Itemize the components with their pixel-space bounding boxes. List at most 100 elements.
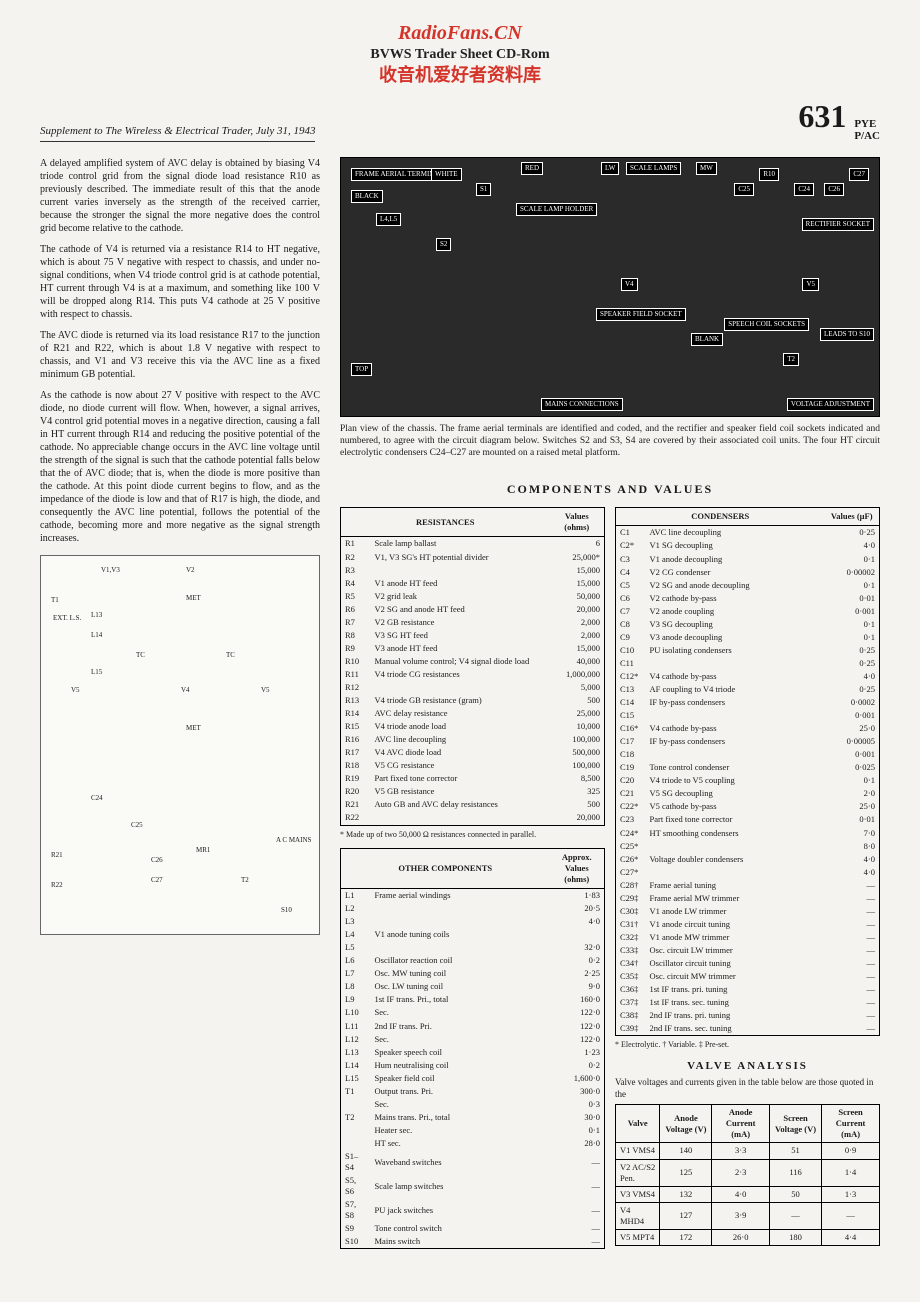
table-row: Sec.0·3 [341, 1098, 605, 1111]
watermark-site: RadioFans.CN [40, 20, 880, 46]
table-row: T1Output trans. Pri.300·0 [341, 1085, 605, 1098]
chassis-plan-view: FRAME AERIAL TERMINALS WHITE RED BLACK L… [340, 157, 880, 417]
table-row: R15V4 triode anode load10,000 [341, 720, 605, 733]
table-row: V4 MHD41273·9—— [616, 1202, 880, 1229]
table-row: R10Manual volume control; V4 signal diod… [341, 655, 605, 668]
table-row: C14IF by-pass condensers0·0002 [616, 696, 880, 709]
table-row: S1–S4Waveband switches— [341, 1150, 605, 1174]
table-row: R11V4 triode CG resistances1,000,000 [341, 668, 605, 681]
table-row: R13V4 triode GB resistance (gram)500 [341, 694, 605, 707]
condenser-legend: * Electrolytic. † Variable. ‡ Pre-set. [615, 1040, 880, 1050]
table-row: R16AVC line decoupling100,000 [341, 733, 605, 746]
table-row: R125,000 [341, 681, 605, 694]
table-row: L220·5 [341, 902, 605, 915]
table-row: C29‡Frame aerial MW trimmer— [616, 892, 880, 905]
table-row: R4V1 anode HT feed15,000 [341, 577, 605, 590]
table-row: C9V3 anode decoupling0·1 [616, 631, 880, 644]
table-row: R315,000 [341, 564, 605, 577]
table-row: C110·25 [616, 657, 880, 670]
table-row: R8V3 SG HT feed2,000 [341, 629, 605, 642]
table-row: L8Osc. LW tuning coil9·0 [341, 980, 605, 993]
table-row: C36‡1st IF trans. pri. tuning— [616, 983, 880, 996]
table-row: C31†V1 anode circuit tuning— [616, 918, 880, 931]
table-row: R2V1, V3 SG's HT potential divider25,000… [341, 551, 605, 564]
table-row: L1Frame aerial windings1·83 [341, 889, 605, 903]
circuit-diagram: V1,V3 V2 V4 V5 V5 L13 L14 L15 T1 EXT. L.… [40, 555, 320, 935]
resistances-table: RESISTANCESValues (ohms) R1Scale lamp ba… [340, 507, 605, 825]
other-components-table: OTHER COMPONENTSApprox. Values (ohms) L1… [340, 848, 605, 1249]
table-row: R20V5 GB resistance325 [341, 785, 605, 798]
model-id: PYE P/AC [854, 118, 880, 142]
condensers-table: CONDENSERSValues (µF) C1AVC line decoupl… [615, 507, 880, 1036]
table-row: C17IF by-pass condensers0·00005 [616, 735, 880, 748]
table-row: C19Tone control condenser0·025 [616, 761, 880, 774]
table-row: R2220,000 [341, 811, 605, 825]
table-row: C16*V4 cathode by-pass25·0 [616, 722, 880, 735]
table-row: C150·001 [616, 709, 880, 722]
table-row: S7, S8PU jack switches— [341, 1198, 605, 1222]
table-row: V1 VMS41403·3510·9 [616, 1143, 880, 1159]
table-row: R18V5 CG resistance100,000 [341, 759, 605, 772]
table-row: R5V2 grid leak50,000 [341, 590, 605, 603]
table-row: C30‡V1 anode LW trimmer— [616, 905, 880, 918]
table-row: C34†Oscillator circuit tuning— [616, 957, 880, 970]
table-row: L13Speaker speech coil1·23 [341, 1046, 605, 1059]
table-row: S9Tone control switch— [341, 1222, 605, 1235]
table-row: C37‡1st IF trans. sec. tuning— [616, 996, 880, 1009]
watermark-chinese: 收音机爱好者资料库 [40, 64, 880, 87]
valve-analysis-title: VALVE ANALYSIS [615, 1059, 880, 1073]
left-tables: RESISTANCESValues (ohms) R1Scale lamp ba… [340, 507, 605, 1249]
table-row: C3V1 anode decoupling0·1 [616, 553, 880, 566]
table-row: L532·0 [341, 941, 605, 954]
table-row: R6V2 SG and anode HT feed20,000 [341, 603, 605, 616]
valve-table: ValveAnode Voltage (V)Anode Current (mA)… [615, 1104, 880, 1245]
right-column: FRAME AERIAL TERMINALS WHITE RED BLACK L… [340, 157, 880, 1250]
right-tables: CONDENSERSValues (µF) C1AVC line decoupl… [615, 507, 880, 1249]
table-row: C7V2 anode coupling0·001 [616, 605, 880, 618]
table-row: L14Hum neutralising coil0·2 [341, 1059, 605, 1072]
table-row: C2*V1 SG decoupling4·0 [616, 539, 880, 552]
para-4: As the cathode is now about 27 V positiv… [40, 389, 320, 545]
text-column: A delayed amplified system of AVC delay … [40, 157, 320, 1250]
table-row: T2Mains trans. Pri., total30·0 [341, 1111, 605, 1124]
table-row: C32‡V1 anode MW trimmer— [616, 931, 880, 944]
resistance-footnote: * Made up of two 50,000 Ω resistances co… [340, 830, 605, 840]
table-row: C28†Frame aerial tuning— [616, 879, 880, 892]
table-row: R19Part fixed tone corrector8,500 [341, 772, 605, 785]
table-row: C22*V5 cathode by-pass25·0 [616, 800, 880, 813]
table-row: C1AVC line decoupling0·25 [616, 526, 880, 540]
table-row: L4V1 anode tuning coils [341, 928, 605, 941]
para-3: The AVC diode is returned via its load r… [40, 329, 320, 381]
table-row: C35‡Osc. circuit MW trimmer— [616, 970, 880, 983]
table-row: L15Speaker field coil1,600·0 [341, 1072, 605, 1085]
components-title: COMPONENTS AND VALUES [340, 482, 880, 498]
table-row: C10PU isolating condensers0·25 [616, 644, 880, 657]
para-2: The cathode of V4 is returned via a resi… [40, 243, 320, 321]
table-row: R21Auto GB and AVC delay resistances500 [341, 798, 605, 811]
page-number: 631 [798, 96, 846, 138]
table-row: R7V2 GB resistance2,000 [341, 616, 605, 629]
table-row: C8V3 SG decoupling0·1 [616, 618, 880, 631]
table-row: L34·0 [341, 915, 605, 928]
table-row: S5, S6Scale lamp switches— [341, 1174, 605, 1198]
watermark-source: BVWS Trader Sheet CD-Rom [40, 46, 880, 64]
supplement-line: Supplement to The Wireless & Electrical … [40, 124, 315, 141]
table-row: R17V4 AVC diode load500,000 [341, 746, 605, 759]
table-row: C13AF coupling to V4 triode0·25 [616, 683, 880, 696]
table-row: HT sec.28·0 [341, 1137, 605, 1150]
table-row: C38‡2nd IF trans. pri. tuning— [616, 1009, 880, 1022]
table-row: C12*V4 cathode by-pass4·0 [616, 670, 880, 683]
table-row: L112nd IF trans. Pri.122·0 [341, 1020, 605, 1033]
watermark: RadioFans.CN BVWS Trader Sheet CD-Rom 收音… [40, 20, 880, 88]
table-row: V2 AC/S2 Pen.1252·31161·4 [616, 1159, 880, 1186]
table-row: C4V2 CG condenser0·00002 [616, 566, 880, 579]
valve-intro: Valve voltages and currents given in the… [615, 1077, 880, 1100]
table-row: R14AVC delay resistance25,000 [341, 707, 605, 720]
table-row: V5 MPT417226·01804·4 [616, 1229, 880, 1245]
table-row: C24*HT smoothing condensers7·0 [616, 827, 880, 840]
table-row: C20V4 triode to V5 coupling0·1 [616, 774, 880, 787]
table-row: S10Mains switch— [341, 1235, 605, 1249]
table-row: C33‡Osc. circuit LW trimmer— [616, 944, 880, 957]
para-1: A delayed amplified system of AVC delay … [40, 157, 320, 235]
table-row: C5V2 SG and anode decoupling0·1 [616, 579, 880, 592]
